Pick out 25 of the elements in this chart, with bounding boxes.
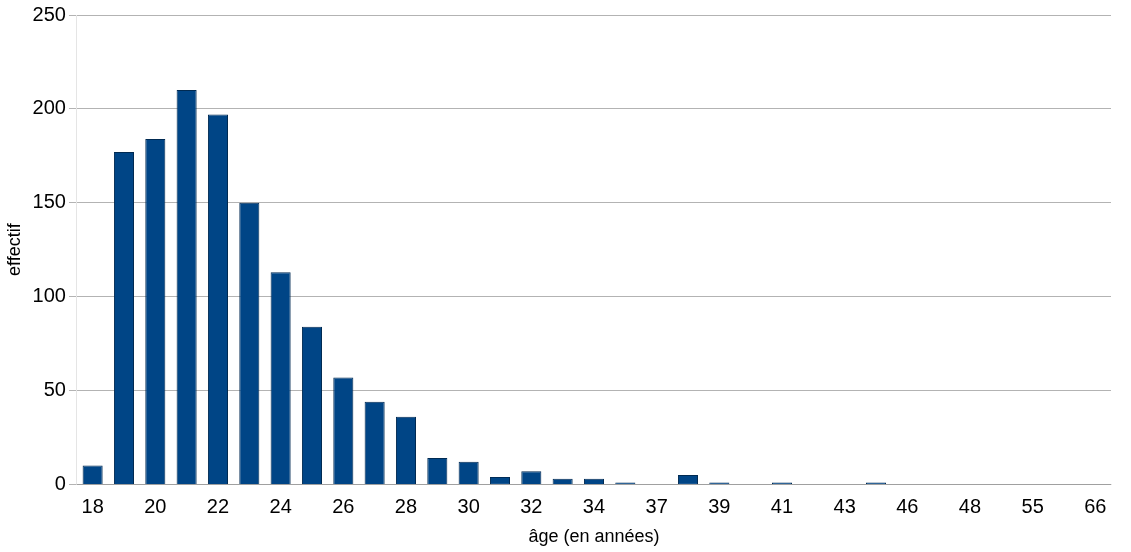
- y-tick-label: 100: [32, 284, 66, 307]
- y-tick-label: 0: [54, 471, 66, 494]
- x-tick-label: 55: [1021, 494, 1044, 517]
- x-tick-label: 41: [770, 494, 794, 517]
- x-tick-label: 18: [81, 494, 104, 517]
- x-tick-label: 46: [896, 494, 919, 517]
- x-tick-label: 28: [394, 494, 418, 517]
- x-tick-label: 26: [332, 494, 355, 517]
- x-tick-label: 37: [645, 494, 668, 517]
- x-tick-label: 34: [582, 494, 606, 517]
- x-tick-label: 43: [833, 494, 856, 517]
- y-tick-label: 50: [43, 378, 66, 401]
- x-tick-label: 48: [958, 494, 982, 517]
- x-tick-label: 32: [520, 494, 543, 517]
- x-tick-label: 22: [206, 494, 230, 517]
- y-tick-label: 150: [32, 190, 66, 213]
- x-axis-title: âge (en années): [528, 526, 660, 547]
- x-tick-label: 24: [269, 494, 292, 517]
- y-axis-title: effectif: [3, 222, 24, 277]
- y-tick-label: 200: [32, 96, 66, 119]
- y-tick-label: 250: [32, 2, 66, 25]
- x-tick-label: 66: [1084, 494, 1107, 517]
- x-tick-label: 39: [708, 494, 731, 517]
- x-tick-label: 30: [457, 494, 480, 517]
- x-tick-label: 20: [144, 494, 167, 517]
